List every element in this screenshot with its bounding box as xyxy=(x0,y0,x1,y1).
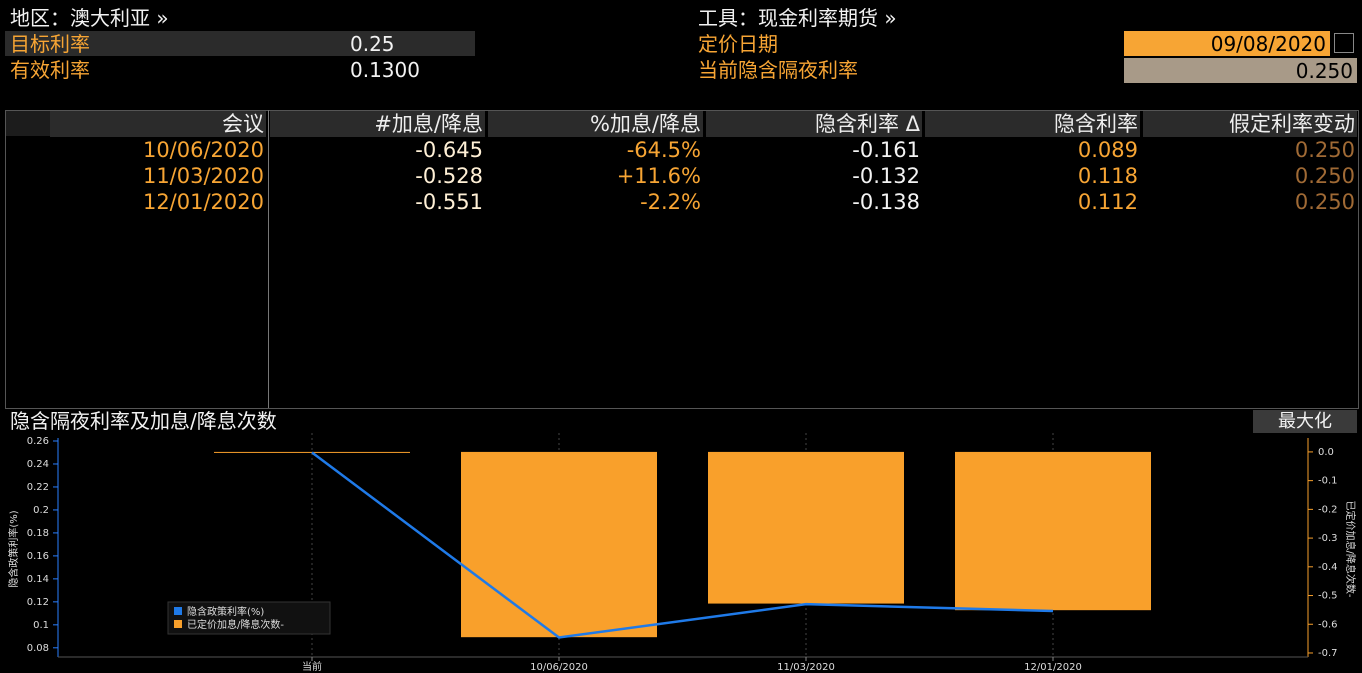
y-tick-label: 0.24 xyxy=(27,459,49,470)
field-value: 0.1300 xyxy=(350,58,420,82)
y2-tick-label: -0.5 xyxy=(1318,591,1338,602)
y-tick-label: 0.08 xyxy=(27,643,49,654)
instrument[interactable]: 工具：现金利率期货 » xyxy=(698,6,897,30)
y2-tick-label: -0.6 xyxy=(1318,619,1338,630)
line xyxy=(311,451,1054,639)
table-cell: 12/01/2020 xyxy=(142,190,264,214)
date-input[interactable]: 09/08/2020 xyxy=(1124,31,1330,56)
legend-box xyxy=(167,601,331,635)
field-value: 0.25 xyxy=(350,32,395,56)
y2-tick-label: -0.1 xyxy=(1318,476,1338,487)
y-tick-label: 0.2 xyxy=(33,505,49,516)
table-cell: 0.089 xyxy=(1077,138,1138,162)
table-frame xyxy=(5,110,1359,409)
y-tick-label: 0.14 xyxy=(27,574,49,585)
y-tick-label: 0.12 xyxy=(27,597,49,608)
table-cell: -0.551 xyxy=(415,190,483,214)
table-cell: -2.2% xyxy=(640,190,701,214)
table-cell: 10/06/2020 xyxy=(142,138,264,162)
table-cell: 0.250 xyxy=(1294,190,1355,214)
field-row xyxy=(5,31,475,56)
y2-tick-label: -0.3 xyxy=(1318,533,1338,544)
column-header: 假定利率变动 xyxy=(1143,111,1357,137)
table-cell: +11.6% xyxy=(616,164,701,188)
y-tick-label: 0.18 xyxy=(27,528,49,539)
x-tick-label: 当前 xyxy=(302,660,322,673)
bar xyxy=(214,451,410,453)
field-label: 定价日期 xyxy=(698,32,778,56)
column-header: 隐含利率 xyxy=(925,111,1140,137)
y2-tick-label: -0.4 xyxy=(1318,562,1338,573)
field-label: 目标利率 xyxy=(10,32,90,56)
y2-axis-label: 已定价加息/降息次数- xyxy=(1344,501,1357,598)
x-tick-label: 11/03/2020 xyxy=(777,662,835,673)
maximize-button[interactable]: 最大化 xyxy=(1253,410,1357,433)
rate-input[interactable]: 0.250 xyxy=(1124,58,1357,83)
y2-tick-label: -0.7 xyxy=(1318,648,1338,659)
legend-swatch xyxy=(174,607,182,615)
header-cell xyxy=(6,111,50,136)
legend-label: 隐含政策利率(%) xyxy=(187,605,264,618)
y-tick-label: 0.26 xyxy=(27,436,49,447)
table-cell: 0.250 xyxy=(1294,138,1355,162)
table-cell: -0.645 xyxy=(415,138,483,162)
y-axis-label: 隐含政策利率(%) xyxy=(7,510,20,587)
table-cell: 11/03/2020 xyxy=(142,164,264,188)
column-header: 会议 xyxy=(50,111,266,137)
column-header: #加息/降息 xyxy=(270,111,485,137)
field-label: 有效利率 xyxy=(10,58,90,82)
region[interactable]: 地区：澳大利亚 » xyxy=(10,6,169,30)
bar xyxy=(955,451,1151,611)
table-cell: 0.250 xyxy=(1294,164,1355,188)
column-header: 隐含利率 Δ xyxy=(706,111,922,137)
y-tick-label: 0.1 xyxy=(33,620,49,631)
legend-swatch xyxy=(174,620,182,628)
x-tick-label: 10/06/2020 xyxy=(530,662,588,673)
y-tick-label: 0.16 xyxy=(27,551,49,562)
table-cell: -0.132 xyxy=(852,164,920,188)
bar xyxy=(708,451,904,604)
column-header: %加息/降息 xyxy=(488,111,703,137)
y2-tick-label: 0.0 xyxy=(1318,447,1334,458)
table-cell: -0.528 xyxy=(415,164,483,188)
y2-tick-label: -0.2 xyxy=(1318,504,1338,515)
calendar-icon[interactable] xyxy=(1334,33,1354,53)
field-label: 当前隐含隔夜利率 xyxy=(698,58,858,82)
chart-title: 隐含隔夜利率及加息/降息次数 xyxy=(10,409,277,433)
table-cell: 0.118 xyxy=(1077,164,1138,188)
table-cell: 0.112 xyxy=(1077,190,1138,214)
table-cell: -0.138 xyxy=(852,190,920,214)
x-tick-label: 12/01/2020 xyxy=(1024,662,1082,673)
divider xyxy=(268,110,269,408)
bar xyxy=(461,451,657,638)
legend-label: 已定价加息/降息次数- xyxy=(187,618,284,631)
table-cell: -64.5% xyxy=(626,138,701,162)
y-tick-label: 0.22 xyxy=(27,482,49,493)
table-cell: -0.161 xyxy=(852,138,920,162)
